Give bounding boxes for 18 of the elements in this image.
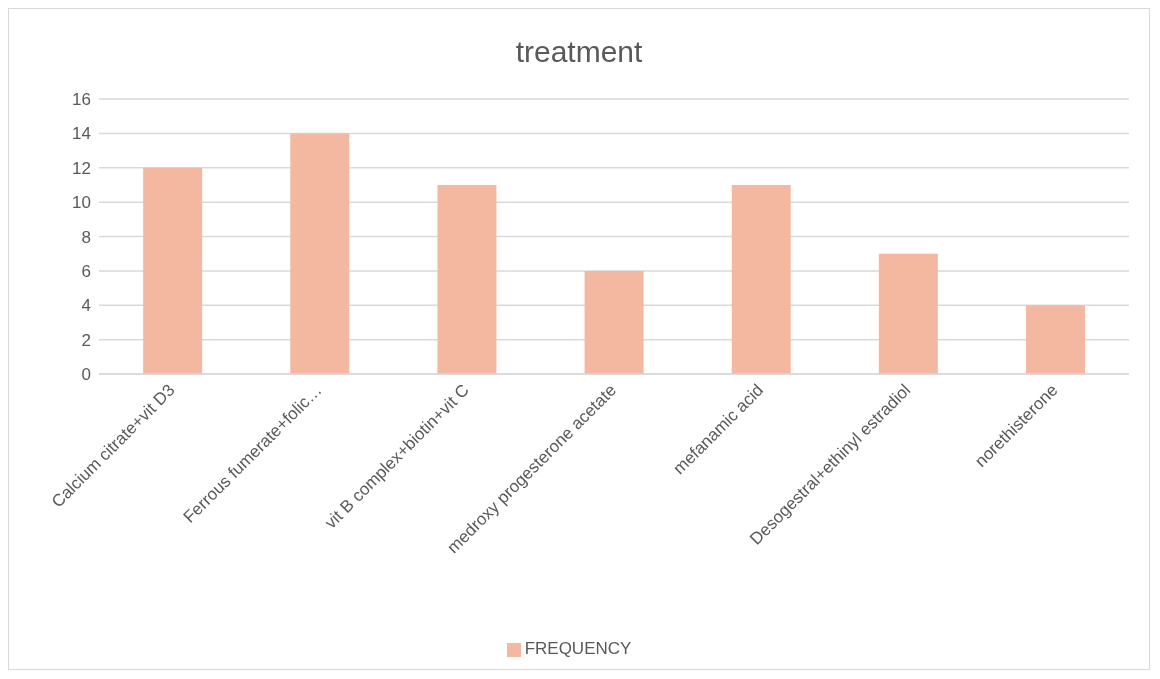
- bar: [437, 184, 497, 374]
- y-tick-label: 0: [81, 365, 91, 385]
- y-tick-label: 6: [81, 261, 91, 281]
- bar: [731, 184, 791, 374]
- y-tick-label: 2: [81, 330, 91, 350]
- bar: [1026, 305, 1085, 374]
- y-tick-label: 12: [72, 158, 91, 178]
- y-tick-label: 16: [72, 90, 91, 110]
- chart-title: treatment: [514, 34, 644, 70]
- y-tick-label: 10: [72, 193, 91, 213]
- y-tick-label: 14: [72, 124, 91, 144]
- bar: [290, 133, 350, 374]
- y-tick-label: 4: [81, 296, 91, 316]
- bar: [143, 167, 203, 374]
- bar: [584, 270, 644, 374]
- bar: [878, 253, 938, 374]
- y-tick-label: 8: [81, 227, 91, 247]
- legend-label: FREQUENCY: [524, 639, 632, 658]
